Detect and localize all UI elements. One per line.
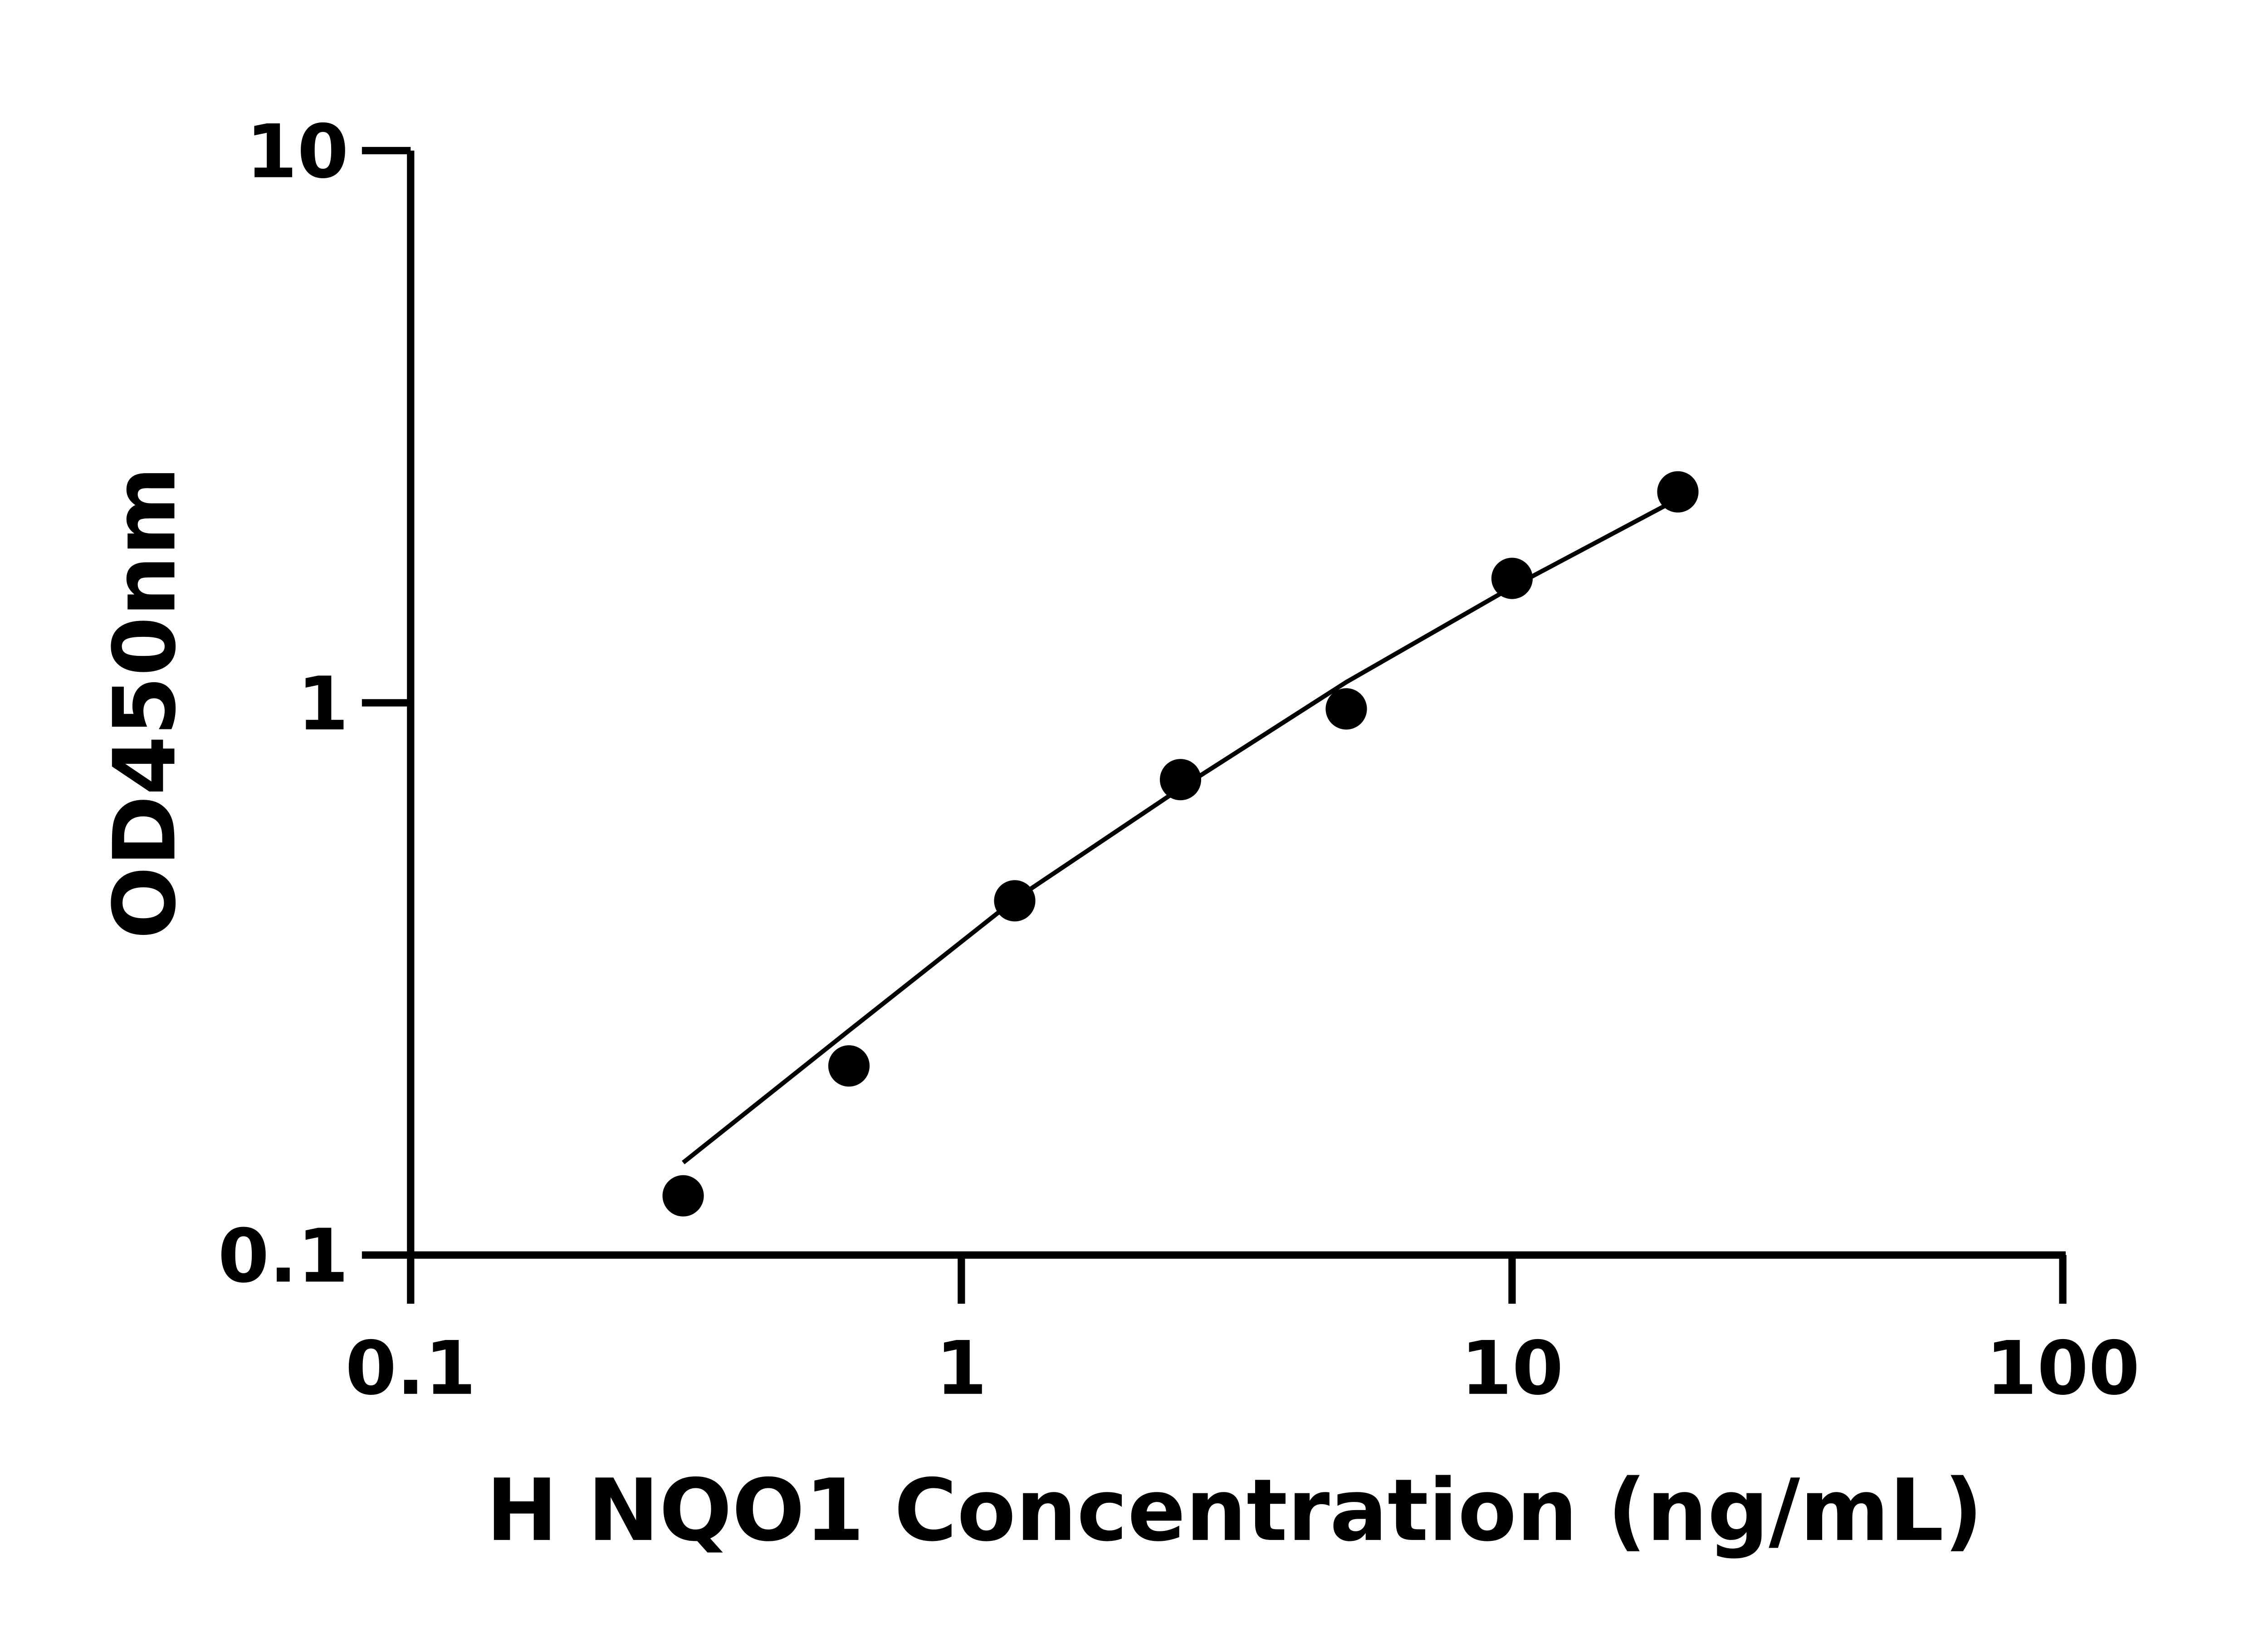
data-point: [1325, 688, 1367, 730]
data-point: [1491, 557, 1533, 599]
x-tick-label: 0.1: [345, 1326, 476, 1412]
y-tick-label: 10: [246, 109, 348, 195]
x-tick-label: 100: [1986, 1326, 2140, 1412]
data-point: [994, 880, 1036, 922]
tick-labels: 0.1 1 10 100 0.1 1 10: [218, 109, 2140, 1412]
x-tick-label: 10: [1461, 1326, 1563, 1412]
y-tick-label: 0.1: [218, 1213, 348, 1299]
y-tick-label: 1: [297, 661, 348, 747]
data-point: [828, 1045, 870, 1087]
data-point: [662, 1175, 704, 1217]
x-tick-label: 1: [936, 1326, 987, 1412]
data-point: [1159, 759, 1202, 801]
axes: [362, 147, 2067, 1304]
y-axis-label: OD450nm: [95, 466, 195, 939]
data-point: [1657, 471, 1699, 513]
x-axis-label: H NQO1 Concentration (ng/mL): [486, 1461, 1983, 1560]
data-points: [662, 471, 1699, 1217]
